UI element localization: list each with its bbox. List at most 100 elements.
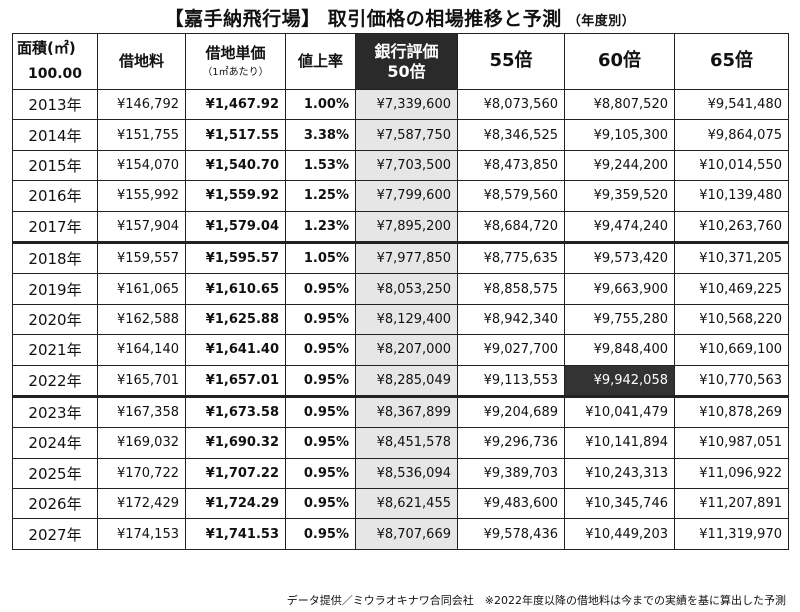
cell-rent: ¥146,792 xyxy=(97,88,186,121)
header-rent: 借地料 xyxy=(97,33,186,90)
cell-55x: ¥9,113,553 xyxy=(457,364,565,397)
cell-60x: ¥10,345,746 xyxy=(564,488,675,520)
table-row: 2019年 ¥161,065 ¥1,610.65 0.95% ¥8,053,250 ¥8,… xyxy=(12,273,789,305)
cell-year: 2021年 xyxy=(12,334,98,366)
cell-increase: 0.95% xyxy=(285,518,356,550)
cell-60x: ¥9,573,420 xyxy=(564,240,675,275)
cell-increase: 3.38% xyxy=(285,119,356,151)
cell-year: 2026年 xyxy=(12,488,98,520)
table-row: 2017年 ¥157,904 ¥1,579.04 1.23% ¥7,895,200 ¥8,… xyxy=(12,210,789,243)
cell-65x: ¥9,541,480 xyxy=(674,88,789,121)
cell-bank-eval: ¥8,451,578 xyxy=(355,427,458,459)
cell-bank-eval: ¥8,536,094 xyxy=(355,457,458,490)
cell-55x: ¥8,473,850 xyxy=(457,149,565,182)
cell-increase: 1.23% xyxy=(285,210,356,243)
cell-year: 2020年 xyxy=(12,303,98,336)
cell-unit-price: ¥1,625.88 xyxy=(185,303,286,336)
cell-60x: ¥9,942,058 xyxy=(564,364,675,397)
cell-65x: ¥10,263,760 xyxy=(674,210,789,243)
header-area: 面積(㎡) 100.00 xyxy=(12,33,98,90)
header-increase: 値上率 xyxy=(285,33,356,90)
cell-year: 2014年 xyxy=(12,119,98,151)
cell-unit-price: ¥1,610.65 xyxy=(185,273,286,305)
cell-year: 2015年 xyxy=(12,149,98,182)
cell-increase: 0.95% xyxy=(285,427,356,459)
cell-unit-price: ¥1,595.57 xyxy=(185,240,286,275)
cell-year: 2018年 xyxy=(12,240,98,275)
cell-55x: ¥9,296,736 xyxy=(457,427,565,459)
cell-unit-price: ¥1,707.22 xyxy=(185,457,286,490)
cell-65x: ¥11,096,922 xyxy=(674,457,789,490)
cell-rent: ¥154,070 xyxy=(97,149,186,182)
cell-increase: 0.95% xyxy=(285,303,356,336)
cell-bank-eval: ¥8,053,250 xyxy=(355,273,458,305)
cell-unit-price: ¥1,579.04 xyxy=(185,210,286,243)
cell-increase: 0.95% xyxy=(285,273,356,305)
cell-60x: ¥9,105,300 xyxy=(564,119,675,151)
cell-bank-eval: ¥8,129,400 xyxy=(355,303,458,336)
cell-65x: ¥10,139,480 xyxy=(674,180,789,212)
cell-55x: ¥8,346,525 xyxy=(457,119,565,151)
table-row: 2016年 ¥155,992 ¥1,559.92 1.25% ¥7,799,600 ¥8,… xyxy=(12,180,789,212)
header-area-label: 面積(㎡) xyxy=(17,39,76,58)
cell-60x: ¥9,474,240 xyxy=(564,210,675,243)
cell-55x: ¥8,073,560 xyxy=(457,88,565,121)
cell-55x: ¥8,579,560 xyxy=(457,180,565,212)
cell-rent: ¥162,588 xyxy=(97,303,186,336)
cell-bank-eval: ¥8,621,455 xyxy=(355,488,458,520)
cell-rent: ¥151,755 xyxy=(97,119,186,151)
title-text: 【嘉手納飛行場】 取引価格の相場推移と予測 xyxy=(164,8,562,30)
cell-55x: ¥8,775,635 xyxy=(457,240,565,275)
header-60x: 60倍 xyxy=(564,33,675,90)
cell-unit-price: ¥1,741.53 xyxy=(185,518,286,550)
table-row: 2027年 ¥174,153 ¥1,741.53 0.95% ¥8,707,669 ¥9,… xyxy=(12,518,789,550)
cell-bank-eval: ¥8,367,899 xyxy=(355,394,458,429)
cell-55x: ¥9,578,436 xyxy=(457,518,565,550)
cell-55x: ¥8,684,720 xyxy=(457,210,565,243)
cell-increase: 0.95% xyxy=(285,364,356,397)
cell-65x: ¥11,207,891 xyxy=(674,488,789,520)
cell-increase: 0.95% xyxy=(285,457,356,490)
cell-rent: ¥170,722 xyxy=(97,457,186,490)
header-unit-price: 借地単価 （1㎡あたり） xyxy=(185,33,286,90)
table-row: 2014年 ¥151,755 ¥1,517.55 3.38% ¥7,587,750 ¥8,… xyxy=(12,119,789,151)
title-subtitle: （年度別） xyxy=(567,14,636,29)
cell-rent: ¥172,429 xyxy=(97,488,186,520)
cell-60x: ¥9,359,520 xyxy=(564,180,675,212)
cell-60x: ¥10,041,479 xyxy=(564,394,675,429)
cell-year: 2019年 xyxy=(12,273,98,305)
table-header-row: 面積(㎡) 100.00 借地料 借地単価 （1㎡あたり） 値上率 銀行評価 5… xyxy=(12,33,789,90)
cell-year: 2027年 xyxy=(12,518,98,550)
header-unit-price-label: 借地単価 xyxy=(205,43,266,62)
header-unit-note: （1㎡あたり） xyxy=(202,66,269,78)
cell-unit-price: ¥1,559.92 xyxy=(185,180,286,212)
cell-rent: ¥157,904 xyxy=(97,210,186,243)
cell-rent: ¥155,992 xyxy=(97,180,186,212)
cell-rent: ¥164,140 xyxy=(97,334,186,366)
cell-55x: ¥9,027,700 xyxy=(457,334,565,366)
cell-unit-price: ¥1,724.29 xyxy=(185,488,286,520)
cell-increase: 1.00% xyxy=(285,88,356,121)
table-body: 2013年 ¥146,792 ¥1,467.92 1.00% ¥7,339,600 ¥8,… xyxy=(12,88,789,550)
table-row: 2024年 ¥169,032 ¥1,690.32 0.95% ¥8,451,578 ¥9,… xyxy=(12,427,789,459)
cell-year: 2013年 xyxy=(12,88,98,121)
cell-increase: 0.95% xyxy=(285,488,356,520)
cell-55x: ¥9,389,703 xyxy=(457,457,565,490)
cell-increase: 1.25% xyxy=(285,180,356,212)
cell-increase: 1.53% xyxy=(285,149,356,182)
cell-65x: ¥11,319,970 xyxy=(674,518,789,550)
cell-unit-price: ¥1,540.70 xyxy=(185,149,286,182)
table-row: 2022年 ¥165,701 ¥1,657.01 0.95% ¥8,285,049 ¥9,… xyxy=(12,364,789,397)
cell-65x: ¥10,669,100 xyxy=(674,334,789,366)
cell-bank-eval: ¥8,207,000 xyxy=(355,334,458,366)
cell-60x: ¥8,807,520 xyxy=(564,88,675,121)
cell-65x: ¥10,770,563 xyxy=(674,364,789,397)
cell-55x: ¥9,483,600 xyxy=(457,488,565,520)
cell-rent: ¥169,032 xyxy=(97,427,186,459)
table-row: 2021年 ¥164,140 ¥1,641.40 0.95% ¥8,207,000 ¥9,… xyxy=(12,334,789,366)
cell-year: 2017年 xyxy=(12,210,98,243)
table-row: 2025年 ¥170,722 ¥1,707.22 0.95% ¥8,536,094 ¥9,… xyxy=(12,457,789,490)
cell-rent: ¥167,358 xyxy=(97,394,186,429)
cell-60x: ¥9,848,400 xyxy=(564,334,675,366)
cell-60x: ¥9,244,200 xyxy=(564,149,675,182)
